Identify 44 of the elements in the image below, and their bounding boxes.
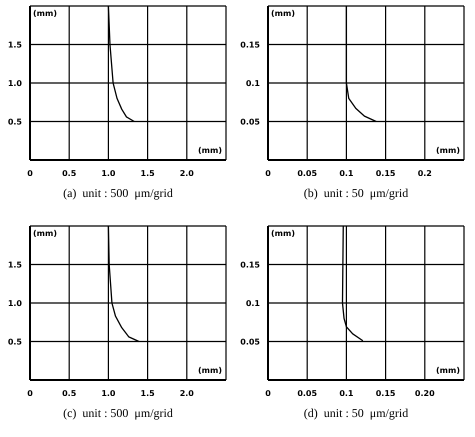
y-axis-title: (mm) [33,229,57,238]
x-tick-label: 1.5 [140,389,156,398]
x-tick-label: 0 [265,389,272,398]
x-axis-title: (mm) [436,366,460,375]
y-tick-label: 1.0 [8,298,22,308]
y-tick-label: 0.5 [8,117,22,126]
y-tick-label: 1.5 [8,260,22,270]
x-tick-label: 2.0 [180,169,194,178]
x-tick-label: 0.5 [62,389,77,398]
y-axis-title: (mm) [271,9,295,18]
y-tick-label: 0.1 [246,78,260,88]
x-tick-label: 0 [27,389,34,398]
text: (d) unit : 50 μm/grid [302,406,410,421]
x-tick-label: 0 [27,169,34,178]
x-tick-label: 0.1 [339,389,354,398]
x-tick-label: 0.05 [297,169,318,178]
text: (c) unit : 500 μm/grid [62,406,174,421]
text: (a) unit : 500 μm/grid [62,186,174,201]
y-tick-label: 0.1 [246,298,260,308]
y-tick-label: 0.05 [240,117,260,126]
x-tick-label: 1.5 [140,169,156,178]
x-tick-label: 1.0 [101,389,116,398]
y-axis-title: (mm) [33,9,57,18]
x-tick-label: 0.20 [414,389,436,398]
x-tick-label: 0.1 [339,169,354,178]
x-axis-title: (mm) [198,146,222,155]
x-tick-label: 1.0 [101,169,116,178]
y-tick-label: 0.5 [8,337,22,346]
y-axis-title: (mm) [271,229,295,238]
x-tick-label: 0.15 [376,389,396,398]
x-tick-label: 0.15 [376,169,396,178]
y-tick-label: 1.5 [8,40,22,50]
x-tick-label: 0.2 [418,169,432,178]
x-axis-title: (mm) [198,366,222,375]
x-tick-label: 0.05 [297,389,318,398]
y-tick-label: 1.0 [8,78,22,88]
x-tick-label: 2.0 [180,389,194,398]
x-tick-label: 0 [265,169,272,178]
x-tick-label: 0.5 [62,169,77,178]
text: (b) unit : 50 μm/grid [302,186,410,201]
y-tick-label: 0.15 [240,260,260,270]
y-tick-label: 0.05 [240,337,260,346]
y-tick-label: 0.15 [240,40,260,50]
x-axis-title: (mm) [436,146,460,155]
